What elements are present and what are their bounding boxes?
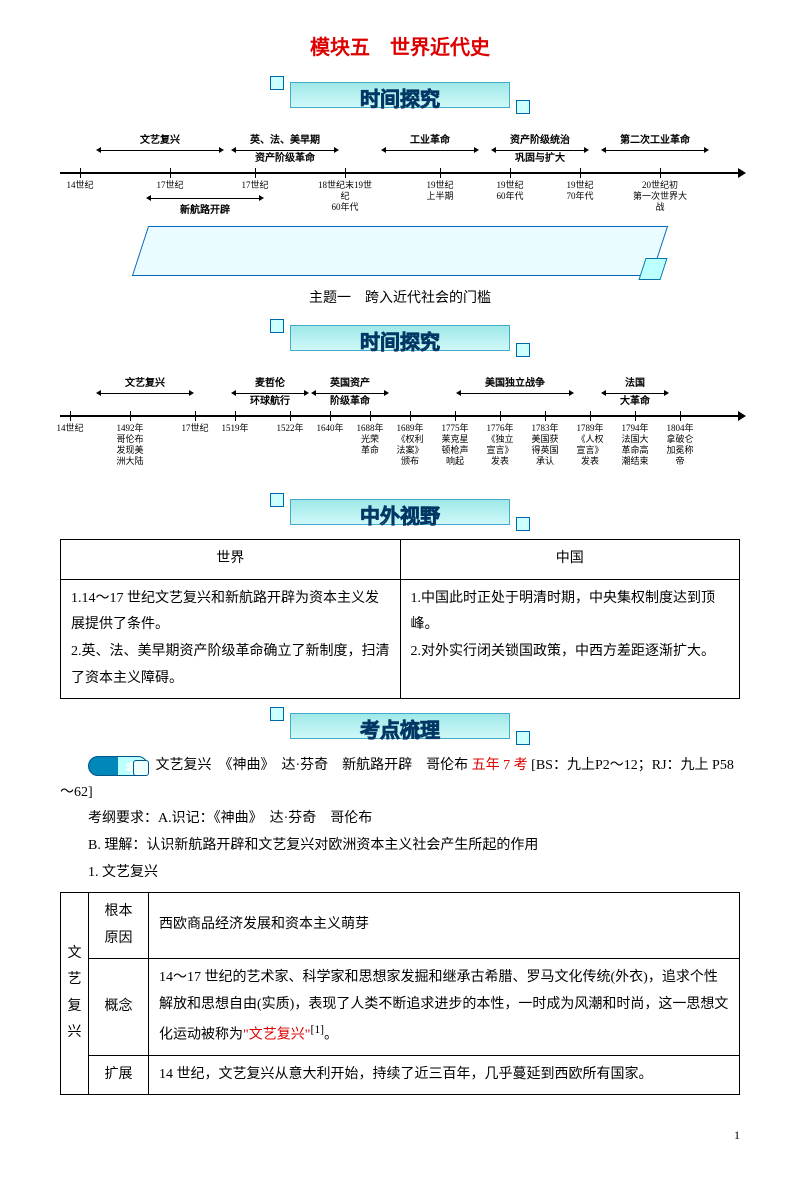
- table-cell: 1.14～17 世纪文艺复兴和新航路开辟为资本主义发展提供了条件。 2.英、法、…: [61, 579, 401, 698]
- banner-text: 时间探究: [270, 82, 530, 118]
- timeline-module: 文艺复兴英、法、美早期资产阶级革命工业革命资产阶级统治巩固与扩大第二次工业革命1…: [60, 122, 740, 222]
- table-header: 中国: [400, 540, 740, 580]
- comparison-table: 世界 中国 1.14～17 世纪文艺复兴和新航路开辟为资本主义发展提供了条件。 …: [60, 539, 740, 699]
- section-banner-2: 时间探究: [270, 319, 530, 357]
- topic-subtitle: 主题一 跨入近代社会的门槛: [60, 286, 740, 311]
- section-heading: 1. 文艺复兴: [60, 860, 740, 887]
- table-cell: 西欧商品经济发展和资本主义萌芽: [149, 893, 740, 959]
- decorative-slab: [140, 226, 660, 276]
- banner-text: 时间探究: [270, 325, 530, 361]
- table-cell: 1.中国此时正处于明清时期，中央集权制度达到顶峰。 2.对外实行闭关锁国政策，中…: [400, 579, 740, 698]
- section-banner-1: 时间探究: [270, 76, 530, 114]
- timeline-topic: 文艺复兴麦哲伦环球航行英国资产阶级革命美国独立战争法国大革命14世纪1492年哥…: [60, 365, 740, 485]
- exam-point-line: 考点一 文艺复兴 《神曲》 达·芬奇 新航路开辟 哥伦布 五年 7 考 [BS：…: [60, 753, 740, 806]
- red-highlight: 五年 7 考: [472, 758, 528, 773]
- exam-requirement: 考纲要求：A.识记：《神曲》 达·芬奇 哥伦布: [60, 806, 740, 833]
- page-number: 1: [60, 1125, 740, 1147]
- banner-text: 考点梳理: [270, 713, 530, 749]
- table-header: 世界: [61, 540, 401, 580]
- table-row-label: 根本原因: [89, 893, 149, 959]
- page-title: 模块五 世界近代史: [60, 30, 740, 66]
- table-row-label: 扩展: [89, 1055, 149, 1095]
- table-cell: 14 世纪，文艺复兴从意大利开始，持续了近三百年，几乎蔓延到西欧所有国家。: [149, 1055, 740, 1095]
- section-banner-4: 考点梳理: [270, 707, 530, 745]
- pill-icon: 考点一: [88, 756, 148, 776]
- banner-text: 中外视野: [270, 499, 530, 535]
- table-row-label: 概念: [89, 959, 149, 1055]
- keyword-red: "文艺复兴": [243, 1027, 310, 1042]
- knowledge-table: 文艺复兴 根本原因 西欧商品经济发展和资本主义萌芽 概念 14～17 世纪的艺术…: [60, 892, 740, 1095]
- section-banner-3: 中外视野: [270, 493, 530, 531]
- exam-requirement: B. 理解：认识新航路开辟和文艺复兴对欧洲资本主义社会产生所起的作用: [60, 833, 740, 860]
- table-side-label: 文艺复兴: [61, 893, 89, 1095]
- table-cell: 14～17 世纪的艺术家、科学家和思想家发掘和继承古希腊、罗马文化传统(外衣)，…: [149, 959, 740, 1055]
